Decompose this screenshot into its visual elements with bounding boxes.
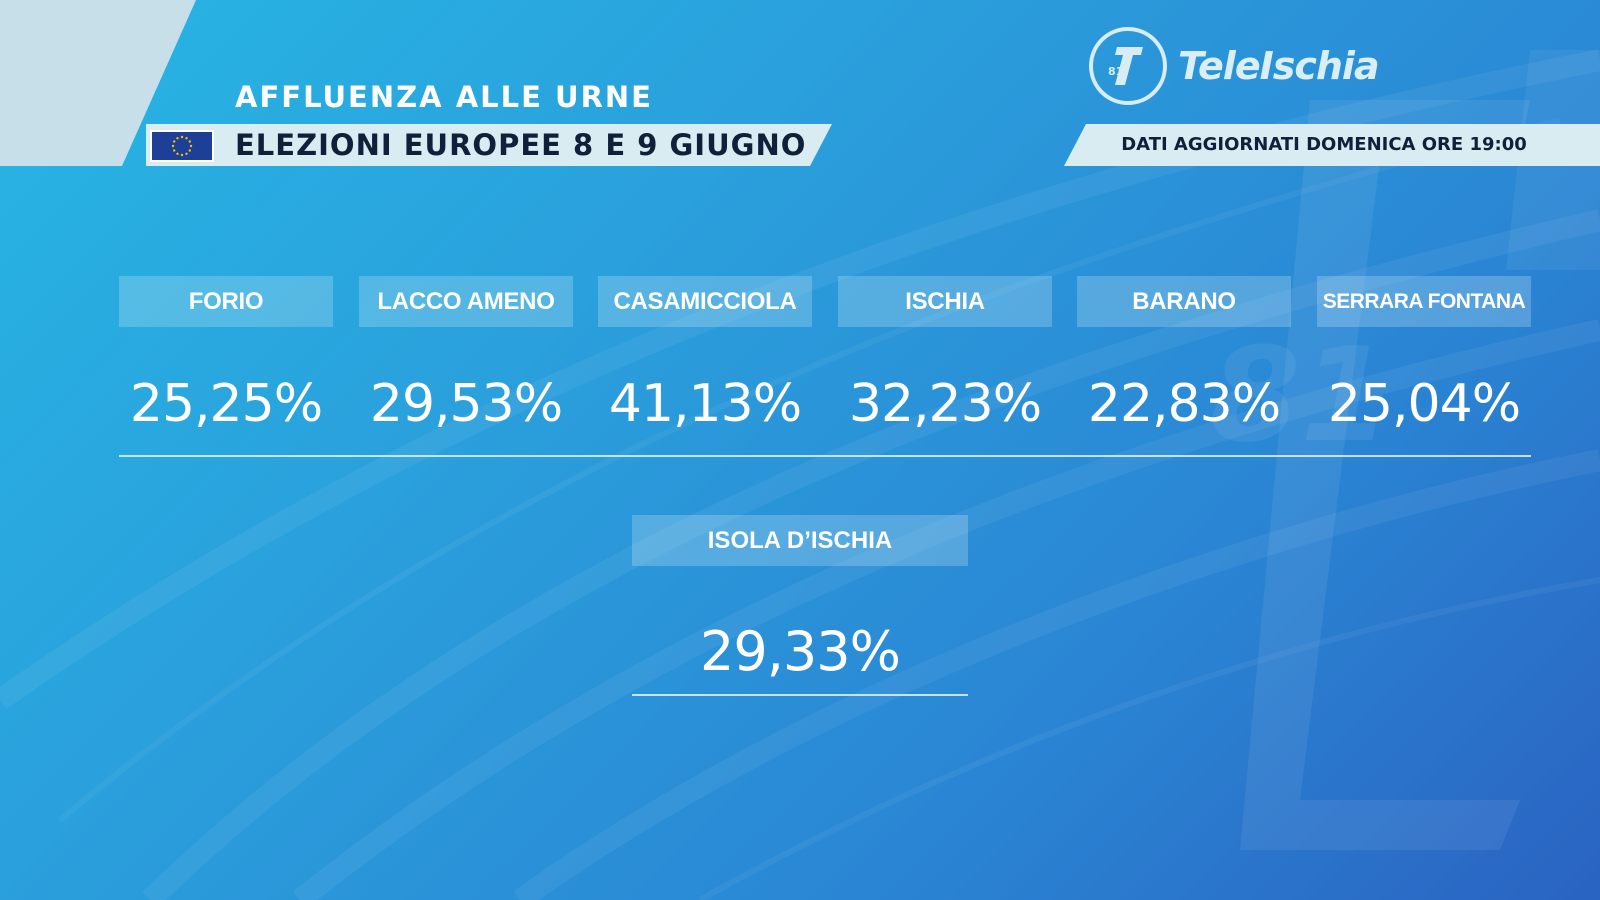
update-note: DATI AGGIORNATI DOMENICA ORE 19:00 bbox=[1121, 134, 1527, 155]
island-total-label: ISOLA D’ISCHIA bbox=[632, 515, 968, 566]
municipality-label: BARANO bbox=[1077, 276, 1291, 327]
municipality-label: FORIO bbox=[119, 276, 333, 327]
municipality-label: ISCHIA bbox=[838, 276, 1052, 327]
eu-flag-icon bbox=[150, 130, 214, 162]
municipality-turnout: 25,04% bbox=[1327, 374, 1521, 434]
municipality-lacco-ameno: LACCO AMENO 29,53% bbox=[359, 276, 573, 456]
page-subtitle: AFFLUENZA ALLE URNE bbox=[235, 80, 653, 114]
municipality-label: CASAMICCIOLA bbox=[598, 276, 812, 327]
municipality-row: FORIO 25,25% LACCO AMENO 29,53% CASAMICC… bbox=[119, 276, 1531, 456]
svg-text:81: 81 bbox=[1108, 65, 1123, 78]
row-divider bbox=[119, 455, 1531, 457]
update-strip bbox=[1064, 124, 1600, 166]
municipality-turnout: 25,25% bbox=[129, 374, 323, 434]
municipality-label: LACCO AMENO bbox=[359, 276, 573, 327]
municipality-turnout: 41,13% bbox=[608, 374, 802, 434]
municipality-barano: BARANO 22,83% bbox=[1077, 276, 1291, 456]
page-title: ELEZIONI EUROPEE 8 E 9 GIUGNO bbox=[235, 128, 807, 162]
teleischia-logo-icon: 81 bbox=[1089, 27, 1167, 105]
municipality-serrara-fontana: SERRARA FONTANA 25,04% bbox=[1317, 276, 1531, 456]
municipality-turnout: 32,23% bbox=[848, 374, 1042, 434]
municipality-casamicciola: CASAMICCIOLA 41,13% bbox=[598, 276, 812, 456]
municipality-forio: FORIO 25,25% bbox=[119, 276, 333, 456]
title-strip bbox=[146, 124, 832, 166]
municipality-label: SERRARA FONTANA bbox=[1317, 276, 1531, 327]
island-total-turnout: 29,33% bbox=[700, 620, 901, 683]
brand-name: TeleIschia bbox=[1178, 44, 1380, 88]
municipality-turnout: 29,53% bbox=[369, 374, 563, 434]
municipality-turnout: 22,83% bbox=[1087, 374, 1281, 434]
total-divider bbox=[632, 694, 968, 696]
municipality-ischia: ISCHIA 32,23% bbox=[838, 276, 1052, 456]
